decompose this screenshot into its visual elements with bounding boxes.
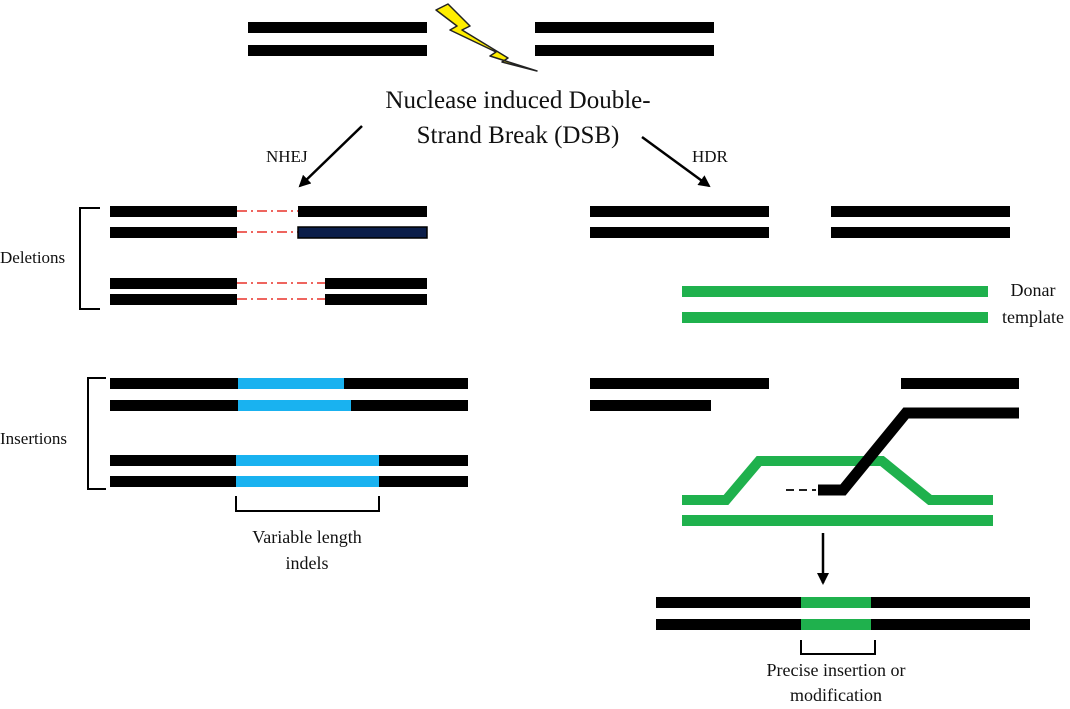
donor-strand <box>682 286 988 297</box>
insertion-segment <box>236 455 379 466</box>
arrow-nhej <box>298 125 363 188</box>
indel-bracket <box>235 496 380 512</box>
dna-strand <box>110 378 238 389</box>
dsb-dna <box>248 22 714 56</box>
dna-strand <box>831 227 1010 238</box>
dna-strand-highlighted <box>297 226 428 239</box>
dna-strand <box>871 619 1030 630</box>
dna-strand <box>901 378 1019 389</box>
insertion-segment <box>238 378 344 389</box>
dna-strand <box>535 22 714 33</box>
hdr-repaired-dna: Precise insertion or modification <box>656 597 1030 705</box>
dna-strand <box>248 22 427 33</box>
donor-strand <box>682 312 988 323</box>
nhej-label: NHEJ <box>266 147 308 166</box>
title-line-2: Strand Break (DSB) <box>417 122 620 149</box>
dna-strand <box>590 227 769 238</box>
insertions-group: Insertions Variable length indels <box>0 377 468 573</box>
hdr-broken-dna <box>590 206 1010 238</box>
dna-strand <box>298 206 427 217</box>
result-note-line-2: modification <box>790 685 882 705</box>
dna-strand <box>325 294 427 305</box>
dna-strand <box>656 597 801 608</box>
dna-strand <box>590 400 711 411</box>
dna-strand <box>110 227 237 238</box>
donor-strand-displaced <box>682 456 993 505</box>
dna-strand <box>110 455 236 466</box>
donor-template: Donar template <box>682 280 1064 327</box>
result-bracket <box>800 640 876 655</box>
dna-strand <box>535 45 714 56</box>
dna-strand <box>871 597 1030 608</box>
dna-strand <box>110 294 237 305</box>
donor-strand <box>682 515 993 526</box>
title-line-1: Nuclease induced Double- <box>385 87 650 114</box>
invading-strand <box>818 407 1019 496</box>
dna-strand <box>325 278 427 289</box>
precise-insertion-segment <box>801 597 871 608</box>
result-note-line-1: Precise insertion or <box>767 660 906 680</box>
hdr-label: HDR <box>692 147 729 166</box>
indel-note-line-1: Variable length <box>252 527 361 547</box>
deletions-label: Deletions <box>0 248 65 267</box>
dna-strand <box>110 206 237 217</box>
dna-strand <box>248 45 427 56</box>
donor-label-line-2: template <box>1002 307 1064 327</box>
dna-strand <box>590 206 769 217</box>
deletions-bracket <box>79 207 100 310</box>
dna-strand <box>379 476 468 487</box>
dna-strand <box>379 455 468 466</box>
indel-note-line-2: indels <box>286 553 329 573</box>
dna-strand <box>831 206 1010 217</box>
insertion-segment <box>238 400 351 411</box>
dna-strand <box>590 378 769 389</box>
lightning-bolt-icon <box>435 3 538 72</box>
dna-strand <box>656 619 801 630</box>
arrow-hdr <box>641 135 711 188</box>
insertions-bracket <box>87 377 106 490</box>
strand-invasion <box>590 378 1019 585</box>
donor-label-line-1: Donar <box>1011 280 1056 300</box>
dna-strand <box>110 278 237 289</box>
precise-insertion-segment <box>801 619 871 630</box>
dna-strand <box>351 400 468 411</box>
insertion-segment <box>236 476 379 487</box>
deletions-group: Deletions <box>0 206 428 310</box>
dna-strand <box>110 476 236 487</box>
dna-strand <box>344 378 468 389</box>
insertions-label: Insertions <box>0 429 67 448</box>
dna-strand <box>110 400 238 411</box>
